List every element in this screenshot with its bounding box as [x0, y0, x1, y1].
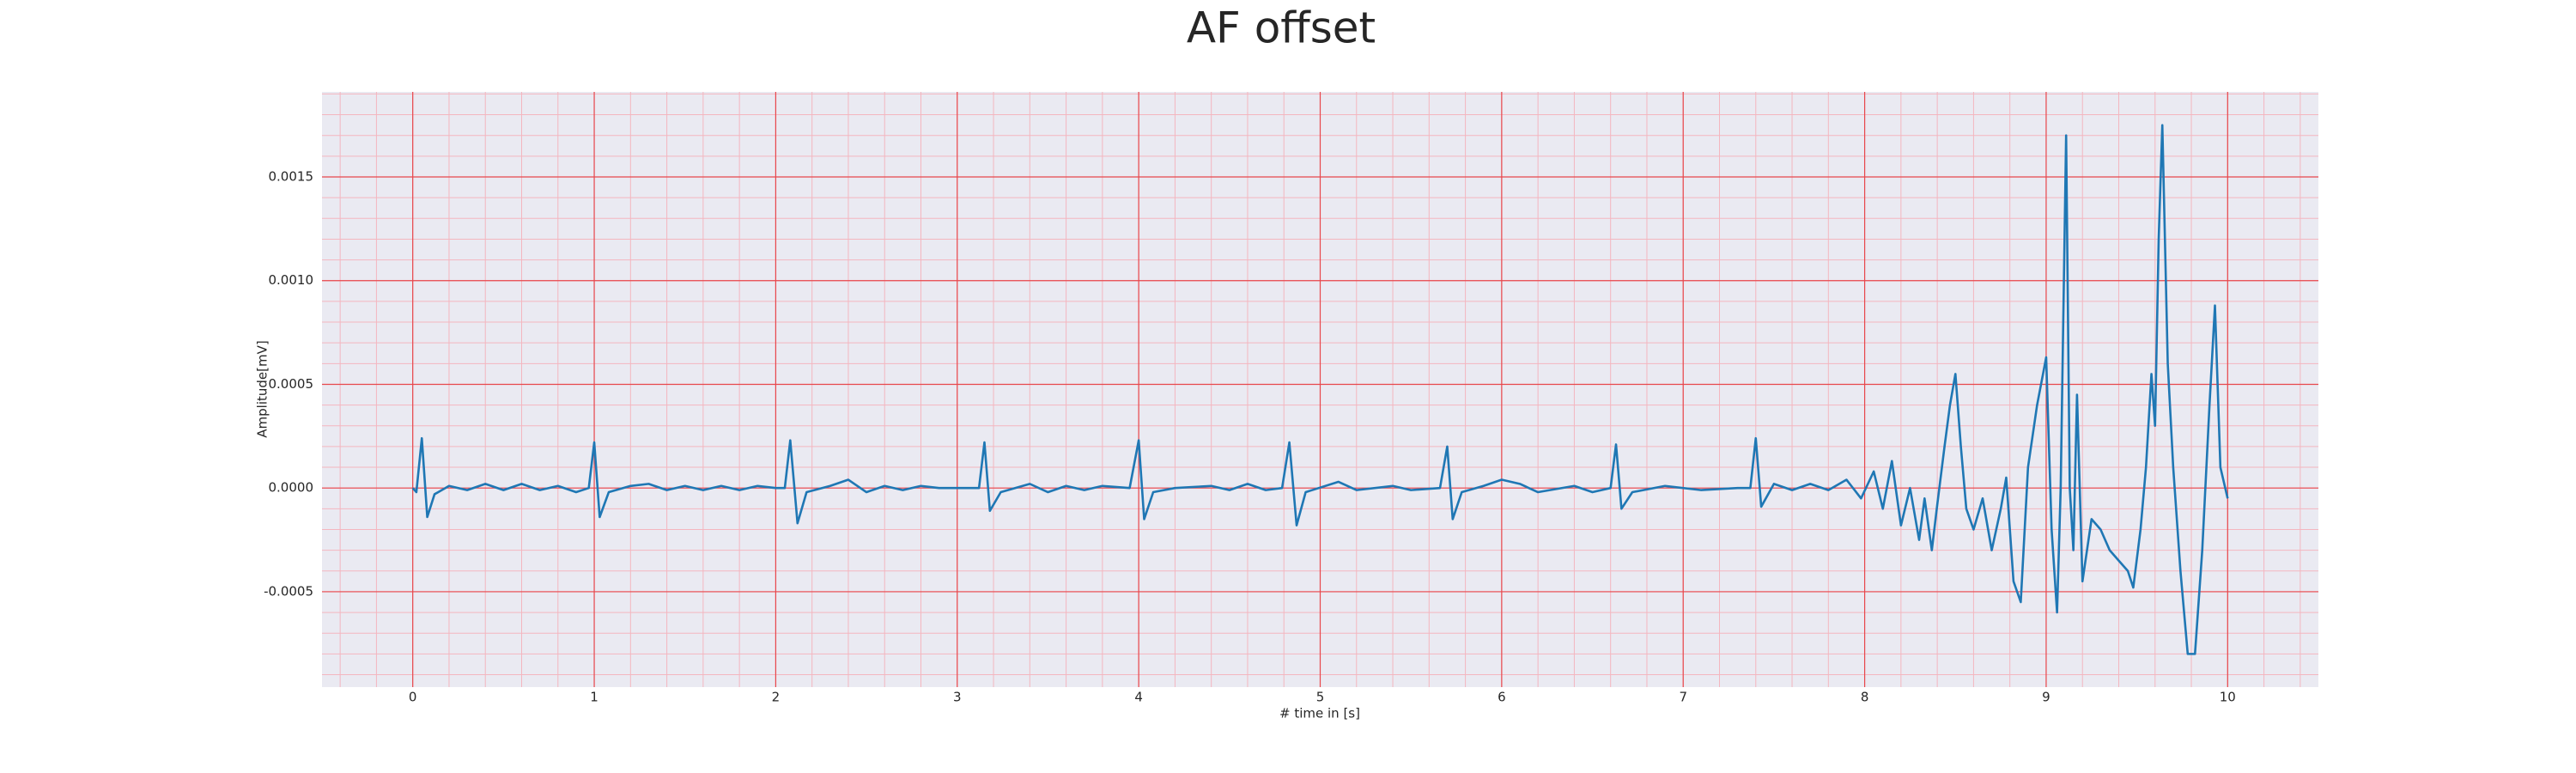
x-tick-label: 1 — [590, 690, 598, 705]
y-axis-label: Amplitude[mV] — [255, 340, 270, 437]
data-line — [411, 124, 2229, 655]
x-tick-label: 5 — [1316, 690, 1325, 705]
x-tick-label: 8 — [1861, 690, 1869, 705]
x-tick-label: 3 — [953, 690, 962, 705]
y-tick-label: -0.0005 — [264, 583, 313, 599]
y-tick-label: 0.0005 — [269, 376, 314, 392]
x-tick-label: 2 — [772, 690, 781, 705]
y-tick-label: 0.0015 — [269, 169, 314, 185]
y-tick-label: 0.0010 — [269, 272, 314, 288]
y-tick-label: 0.0000 — [269, 480, 314, 496]
x-tick-label: 4 — [1134, 690, 1143, 705]
x-axis-label: # time in [s] — [1279, 706, 1360, 721]
x-tick-label: 7 — [1679, 690, 1687, 705]
x-tick-label: 9 — [2042, 690, 2050, 705]
chart-title: AF offset — [1187, 3, 1376, 53]
x-tick-label: 0 — [409, 690, 417, 705]
x-tick-label: 6 — [1498, 690, 1506, 705]
x-tick-label: 10 — [2220, 690, 2236, 705]
